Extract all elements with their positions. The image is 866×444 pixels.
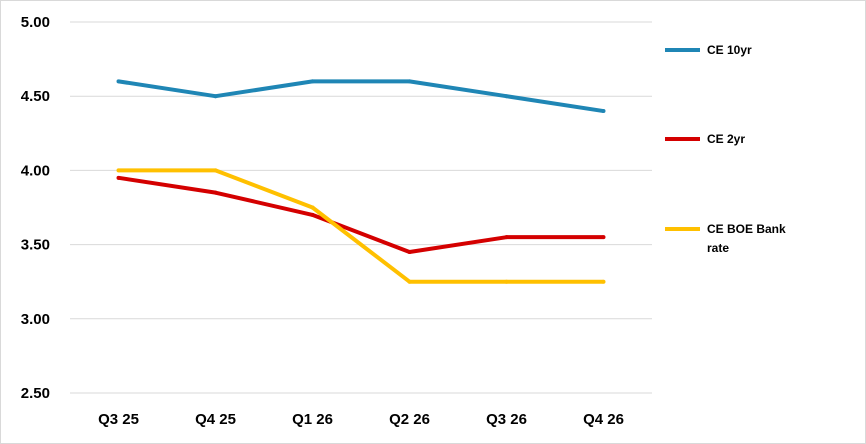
legend-label: CE BOE Bank rate <box>707 222 786 255</box>
data-point <box>213 190 218 195</box>
legend-label: CE 2yr <box>707 132 745 146</box>
x-tick-label: Q4 26 <box>583 411 624 428</box>
data-point <box>213 94 218 99</box>
x-tick-label: Q2 26 <box>389 411 430 428</box>
data-point <box>213 168 218 173</box>
x-tick-label: Q3 26 <box>486 411 527 428</box>
x-axis-tick-labels: Q3 25 Q4 25 Q1 26 Q2 26 Q3 26 Q4 26 <box>98 411 624 428</box>
y-tick-label: 2.50 <box>21 385 50 402</box>
data-point <box>116 168 121 173</box>
y-tick-label: 4.50 <box>21 88 50 105</box>
data-point <box>601 109 606 114</box>
series-line-0 <box>118 79 604 114</box>
data-point <box>407 79 412 84</box>
y-tick-label: 5.00 <box>21 14 50 31</box>
legend: CE 10yr CE 2yr CE BOE Bank rate <box>665 43 786 255</box>
legend-label: CE 10yr <box>707 43 752 57</box>
data-point <box>601 235 606 240</box>
y-tick-label: 3.00 <box>21 311 50 328</box>
data-point <box>504 94 509 99</box>
data-point <box>116 175 121 180</box>
x-tick-label: Q3 25 <box>98 411 139 428</box>
data-point <box>310 205 315 210</box>
y-tick-label: 4.00 <box>21 162 50 179</box>
data-point <box>310 79 315 84</box>
series-line-1 <box>118 175 604 255</box>
data-point <box>116 79 121 84</box>
data-point <box>504 279 509 284</box>
data-point <box>310 212 315 217</box>
x-tick-label: Q4 25 <box>195 411 236 428</box>
gridlines <box>70 21 652 394</box>
x-tick-label: Q1 26 <box>292 411 333 428</box>
y-axis-tick-labels: 2.50 3.00 3.50 4.00 4.50 5.00 <box>21 14 50 402</box>
data-point <box>504 235 509 240</box>
data-point <box>407 279 412 284</box>
data-point <box>601 279 606 284</box>
data-point <box>407 250 412 255</box>
series-line-2 <box>118 168 604 284</box>
y-tick-label: 3.50 <box>21 237 50 254</box>
series-lines <box>116 79 606 284</box>
